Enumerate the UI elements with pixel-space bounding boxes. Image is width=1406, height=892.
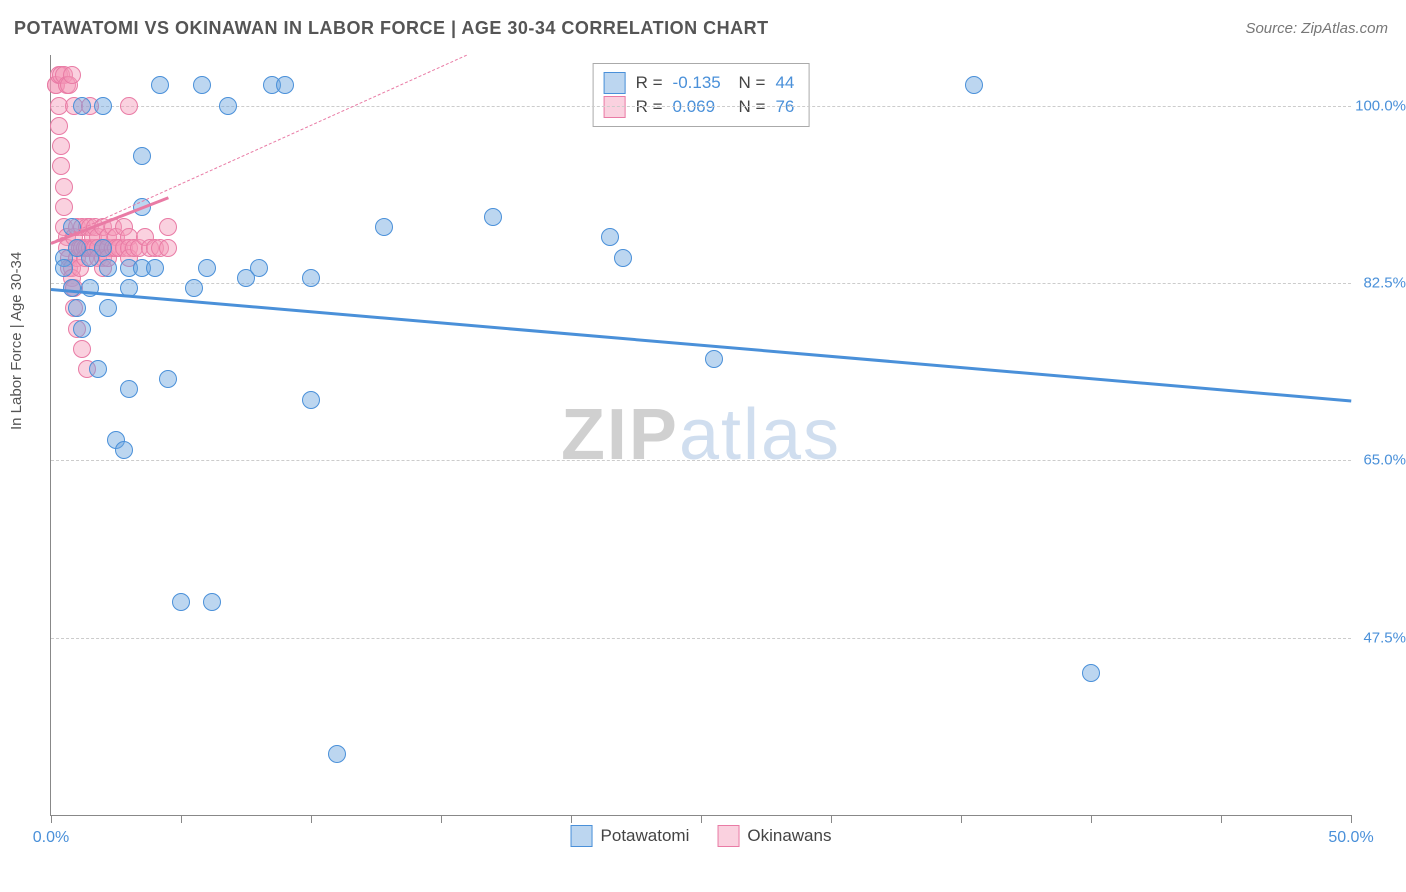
chart-title: POTAWATOMI VS OKINAWAN IN LABOR FORCE | …	[14, 18, 769, 39]
x-tick	[571, 815, 572, 823]
watermark-part1: ZIP	[561, 395, 679, 475]
x-tick	[1221, 815, 1222, 823]
data-point	[159, 239, 177, 257]
gridline	[51, 460, 1351, 461]
data-point	[250, 259, 268, 277]
data-point	[484, 208, 502, 226]
x-tick	[831, 815, 832, 823]
x-tick	[441, 815, 442, 823]
y-tick-label: 100.0%	[1355, 97, 1406, 114]
x-tick-label: 0.0%	[33, 829, 69, 847]
data-point	[203, 593, 221, 611]
data-point	[375, 218, 393, 236]
x-tick	[181, 815, 182, 823]
n-label: N =	[739, 97, 766, 117]
data-point	[965, 76, 983, 94]
chart-plot-area: ZIPatlas R = -0.135 N = 44 R = 0.069 N =…	[50, 55, 1351, 816]
gridline	[51, 638, 1351, 639]
r-value: 0.069	[673, 97, 729, 117]
legend-item-potawatomi: Potawatomi	[571, 825, 690, 847]
y-tick-label: 65.0%	[1363, 452, 1406, 469]
data-point	[55, 259, 73, 277]
n-value: 44	[775, 73, 794, 93]
gridline	[51, 106, 1351, 107]
x-tick	[1351, 815, 1352, 823]
data-point	[219, 97, 237, 115]
data-point	[63, 279, 81, 297]
data-point	[52, 157, 70, 175]
x-tick	[701, 815, 702, 823]
x-tick	[51, 815, 52, 823]
legend-label: Okinawans	[747, 826, 831, 846]
data-point	[73, 97, 91, 115]
legend-label: Potawatomi	[601, 826, 690, 846]
data-point	[159, 218, 177, 236]
legend-row-potawatomi: R = -0.135 N = 44	[604, 72, 795, 94]
swatch-icon	[604, 96, 626, 118]
data-point	[52, 137, 70, 155]
legend-row-okinawans: R = 0.069 N = 76	[604, 96, 795, 118]
data-point	[89, 360, 107, 378]
data-point	[73, 340, 91, 358]
source-label: Source: ZipAtlas.com	[1245, 20, 1388, 37]
data-point	[302, 391, 320, 409]
data-point	[73, 320, 91, 338]
data-point	[276, 76, 294, 94]
x-tick-label: 50.0%	[1328, 829, 1373, 847]
data-point	[146, 259, 164, 277]
data-point	[55, 198, 73, 216]
data-point	[94, 97, 112, 115]
watermark: ZIPatlas	[561, 394, 841, 476]
data-point	[120, 380, 138, 398]
n-label: N =	[739, 73, 766, 93]
data-point	[1082, 664, 1100, 682]
data-point	[94, 239, 112, 257]
y-tick-label: 47.5%	[1363, 629, 1406, 646]
x-tick	[1091, 815, 1092, 823]
data-point	[159, 370, 177, 388]
y-tick-label: 82.5%	[1363, 275, 1406, 292]
data-point	[50, 117, 68, 135]
correlation-legend: R = -0.135 N = 44 R = 0.069 N = 76	[593, 63, 810, 127]
data-point	[55, 178, 73, 196]
data-point	[99, 299, 117, 317]
data-point	[328, 745, 346, 763]
data-point	[63, 66, 81, 84]
legend-item-okinawans: Okinawans	[717, 825, 831, 847]
data-point	[601, 228, 619, 246]
series-legend: Potawatomi Okinawans	[571, 825, 832, 847]
swatch-icon	[717, 825, 739, 847]
watermark-part2: atlas	[679, 395, 841, 475]
data-point	[115, 441, 133, 459]
swatch-icon	[604, 72, 626, 94]
data-point	[198, 259, 216, 277]
y-axis-label: In Labor Force | Age 30-34	[8, 252, 25, 430]
r-label: R =	[636, 73, 663, 93]
data-point	[120, 97, 138, 115]
trend-line	[51, 55, 467, 243]
trend-line	[51, 288, 1351, 402]
data-point	[68, 299, 86, 317]
n-value: 76	[775, 97, 794, 117]
data-point	[614, 249, 632, 267]
data-point	[302, 269, 320, 287]
data-point	[99, 259, 117, 277]
r-value: -0.135	[673, 73, 729, 93]
data-point	[185, 279, 203, 297]
x-tick	[311, 815, 312, 823]
r-label: R =	[636, 97, 663, 117]
swatch-icon	[571, 825, 593, 847]
data-point	[705, 350, 723, 368]
x-tick	[961, 815, 962, 823]
data-point	[193, 76, 211, 94]
data-point	[151, 76, 169, 94]
data-point	[133, 147, 151, 165]
data-point	[172, 593, 190, 611]
